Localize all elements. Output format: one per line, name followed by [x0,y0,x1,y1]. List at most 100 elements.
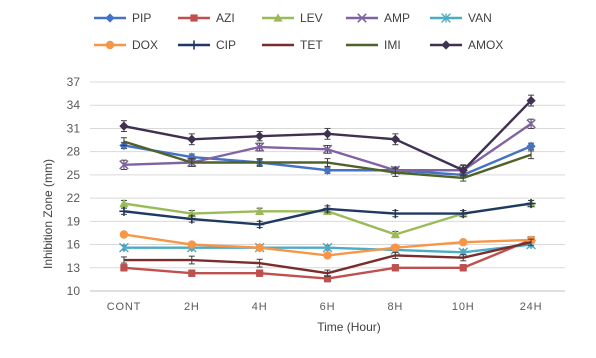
data-point [459,264,467,272]
data-point [441,40,451,50]
data-point [390,134,400,144]
legend-label: AZI [216,11,235,25]
legend: PIP AZI LEV AMP VAN DOX CIP TET IMI AMOX [94,11,503,52]
legend-item-van: VAN [430,11,492,25]
error-bar [392,168,399,177]
data-point [119,160,129,170]
error-bar [188,255,195,265]
data-point [119,206,129,216]
data-point [390,208,400,219]
data-point [255,131,265,141]
series-tet [120,238,535,277]
data-point [119,230,129,239]
x-tick-label: 2H [184,301,200,313]
data-point [458,208,468,219]
data-point [187,214,197,224]
data-point [119,242,129,253]
legend-item-dox: DOX [94,38,158,52]
error-bar [256,258,263,268]
data-point [255,243,264,252]
x-tick-label: 10H [452,301,475,313]
data-point [526,95,536,106]
data-point [120,264,128,272]
error-bar [324,269,331,277]
data-point [255,206,265,215]
data-point [391,243,400,252]
legend-label: DOX [132,38,158,52]
data-point [357,13,367,23]
series-layer [119,94,536,283]
y-tick-label: 13 [67,261,81,275]
data-point [322,129,333,139]
legend-label: CIP [216,38,236,52]
data-point [526,198,536,209]
data-point [255,219,265,230]
y-tick-label: 28 [67,145,81,159]
legend-label: AMOX [468,38,503,52]
data-point [190,14,198,22]
y-tick-label: 19 [67,214,81,228]
data-point [189,40,199,50]
data-point [187,240,196,249]
y-tick-label: 10 [67,284,81,298]
x-axis-tick-labels: CONT 2H 4H 6H 8H 10H 24H [107,301,543,313]
series-amox [119,94,536,177]
data-point [119,198,129,208]
data-point [391,264,399,272]
data-point [390,229,400,239]
data-point [254,142,265,152]
legend-label: PIP [132,11,151,25]
data-point [322,144,333,155]
legend-item-lev: LEV [262,11,323,25]
x-tick-label: 6H [320,301,336,313]
data-point [256,269,264,277]
data-point [458,165,468,175]
legend-item-tet: TET [262,38,323,52]
data-point [187,134,197,144]
legend-item-azi: AZI [178,11,235,25]
error-bar [460,254,467,262]
data-point [187,208,197,218]
series-cip [119,198,536,230]
data-point [323,275,332,283]
data-point [322,165,333,175]
error-bar [392,251,399,259]
x-axis-label: Time (Hour) [317,320,381,334]
y-tick-label: 22 [67,191,81,205]
series-imi [120,137,535,182]
legend-label: LEV [300,11,323,25]
legend-item-cip: CIP [178,38,236,52]
y-tick-label: 34 [67,98,81,112]
y-tick-label: 25 [67,168,81,182]
legend-item-imi: IMI [346,38,401,52]
legend-label: TET [300,38,323,52]
legend-label: IMI [384,38,401,52]
x-tick-label: 24H [520,301,543,313]
data-point [105,40,115,50]
data-point [441,13,451,23]
data-point [188,269,196,277]
legend-label: VAN [468,11,492,25]
y-axis-tick-labels: 10 13 16 19 22 25 28 31 34 37 [67,75,81,298]
x-tick-label: 8H [388,301,404,313]
data-point [526,119,536,129]
legend-item-amox: AMOX [430,38,503,52]
legend-label: AMP [384,11,410,25]
x-tick-label: CONT [107,301,141,313]
error-bar [120,137,127,146]
error-bar [528,150,535,160]
data-point [323,251,332,260]
error-bar [324,158,331,167]
error-bar [188,158,195,167]
error-bar [120,256,127,264]
data-point [322,204,333,214]
legend-item-amp: AMP [346,11,410,25]
x-tick-label: 4H [252,301,268,313]
y-tick-label: 37 [67,75,81,89]
data-point [322,242,333,253]
error-bar [256,158,263,167]
data-point [459,238,468,247]
y-tick-label: 31 [67,121,81,135]
